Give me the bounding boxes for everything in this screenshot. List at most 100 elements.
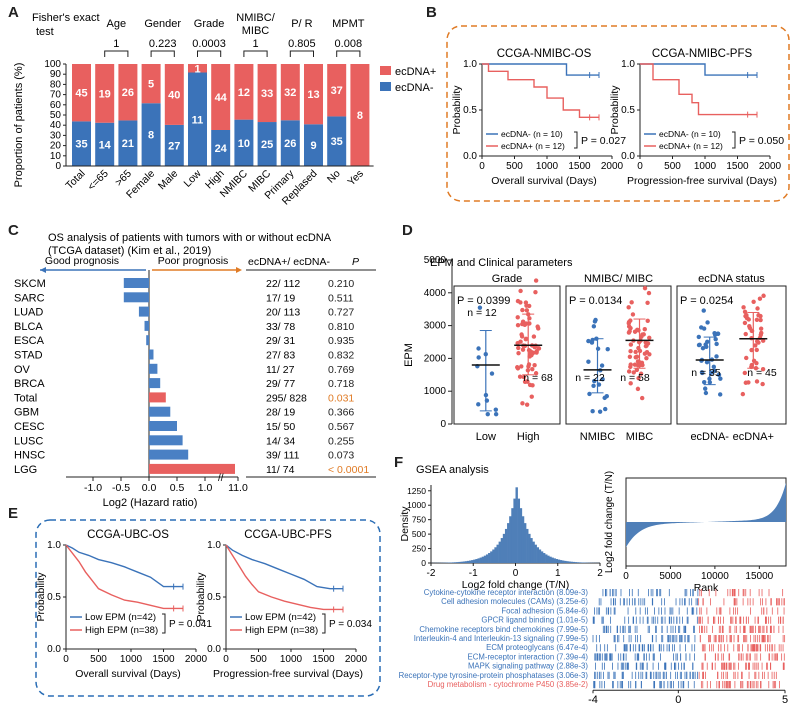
hist-bar (466, 560, 470, 563)
panel-a-ytick-label: 40 (50, 120, 62, 131)
legend-label-pos: ecDNA+ (n = 12) (659, 141, 723, 151)
cancer-type-label: BRCA (14, 378, 45, 390)
bar-ecdna-neg (280, 120, 300, 166)
cancer-type-label: OV (14, 364, 31, 376)
bar-value-pos: 13 (307, 89, 319, 101)
cancer-type-label: BLCA (14, 321, 43, 333)
km-curve-high-epm (225, 544, 343, 611)
d-data-point (636, 375, 641, 381)
km-xtick-label: 0 (223, 654, 229, 665)
d-data-point (476, 355, 481, 360)
hr-bar (149, 392, 166, 403)
hist-bar (540, 551, 544, 563)
d-data-point (645, 300, 650, 305)
panel-label-e: E (8, 505, 19, 522)
bar-value-neg: 21 (122, 138, 134, 150)
hist-bar (564, 560, 567, 563)
group-bracket (150, 50, 175, 57)
d-data-point (705, 320, 710, 325)
c-xlabel: Log2 (Hazard ratio) (103, 497, 198, 509)
cancer-type-label: Total (14, 392, 37, 404)
bar-value-neg: 35 (331, 136, 343, 148)
bar-value-neg: 24 (215, 143, 228, 155)
panel-a-ytick-label: 90 (50, 69, 62, 80)
d-data-point (626, 324, 632, 329)
km-ytick-label: 0.0 (207, 644, 221, 655)
bar-ecdna-pos (211, 64, 231, 130)
pvalue-cell: 0.810 (328, 321, 354, 333)
hist-ytick-label: 250 (412, 544, 426, 554)
hr-bar (146, 335, 149, 346)
km-ytick-label: 0.0 (621, 151, 635, 162)
hist-bar (479, 557, 482, 563)
panel-b-frame (446, 25, 790, 202)
pvalue-cell: 0.718 (328, 378, 354, 390)
hist-bar (450, 562, 453, 563)
pvalue-cell: 0.073 (328, 450, 354, 462)
d-group-title: ecDNA status (698, 273, 765, 285)
hist-bar (454, 562, 457, 563)
d-n-label: n = 22 (575, 372, 605, 384)
e-km-ylabel: Probability (35, 572, 47, 622)
d-data-point (517, 374, 523, 379)
cancer-type-label: STAD (14, 350, 43, 362)
counts-cell: 15/ 50 (266, 421, 295, 433)
d-data-point (591, 383, 596, 388)
hr-bar (123, 278, 149, 288)
d-data-point (740, 391, 746, 397)
km-curve-ecdna- (640, 63, 757, 76)
hist-bar (513, 498, 516, 563)
km-title: CCGA-NMIBC-PFS (652, 48, 753, 60)
km-ytick-label: 1.0 (621, 59, 635, 70)
km-xtick-label: 1000 (694, 161, 717, 172)
e-km-pvalue: P = 0.034 (329, 619, 372, 630)
hist-bar (551, 557, 554, 563)
d-data-point (718, 376, 723, 381)
rank-xtick-label: 0 (623, 571, 629, 582)
d-data-point (635, 386, 641, 392)
d-data-point (521, 374, 527, 380)
hist-bar (523, 523, 527, 563)
d-data-point (746, 317, 751, 322)
d-data-point (755, 306, 760, 311)
d-data-point (515, 322, 521, 328)
panel-label-c: C (8, 222, 19, 239)
d-data-point (641, 332, 646, 337)
bar-ecdna-neg (327, 116, 347, 166)
d-data-point (628, 362, 633, 367)
hr-bar (149, 449, 189, 460)
hist-xtick-label: 0 (513, 568, 519, 579)
d-category-label: ecDNA+ (733, 431, 774, 443)
d-n-label: n = 45 (747, 367, 777, 379)
e-legend-bracket (162, 613, 166, 634)
km-xlabel: Progression-free survival (Days) (627, 175, 777, 187)
panel-a-ytick-label: 30 (50, 130, 62, 141)
legend-ecdna-pos: ecDNA+ (395, 66, 436, 78)
bar-value-pos: 5 (148, 79, 154, 91)
cancer-type-label: HNSC (14, 450, 45, 462)
panel-a-ytick-label: 80 (50, 79, 62, 90)
panel-a-ytick-label: 10 (50, 151, 62, 162)
bar-value-neg: 10 (238, 138, 250, 150)
group-name: Age (107, 18, 127, 30)
group-pvalue: 1 (113, 38, 119, 50)
group-name: NMIBC/ (236, 12, 275, 24)
d-data-point (515, 366, 521, 371)
hist-bar (538, 549, 542, 563)
hist-xtick-label: -1 (469, 568, 478, 579)
d-data-point (493, 407, 499, 412)
d-data-point (587, 391, 592, 397)
cancer-type-label: CESC (14, 421, 45, 433)
group-name: MPMT (332, 18, 365, 30)
legend-swatch-ecdna-pos (380, 66, 391, 75)
d-data-point (535, 324, 540, 329)
cancer-type-label: ESCA (14, 335, 45, 347)
d-data-point (756, 313, 761, 318)
hr-bar (149, 463, 235, 474)
d-data-point (704, 359, 710, 365)
hist-bar (580, 562, 584, 563)
d-data-point (700, 345, 706, 351)
rank-xtick-label: 10000 (701, 571, 729, 582)
hist-bar (500, 538, 504, 563)
